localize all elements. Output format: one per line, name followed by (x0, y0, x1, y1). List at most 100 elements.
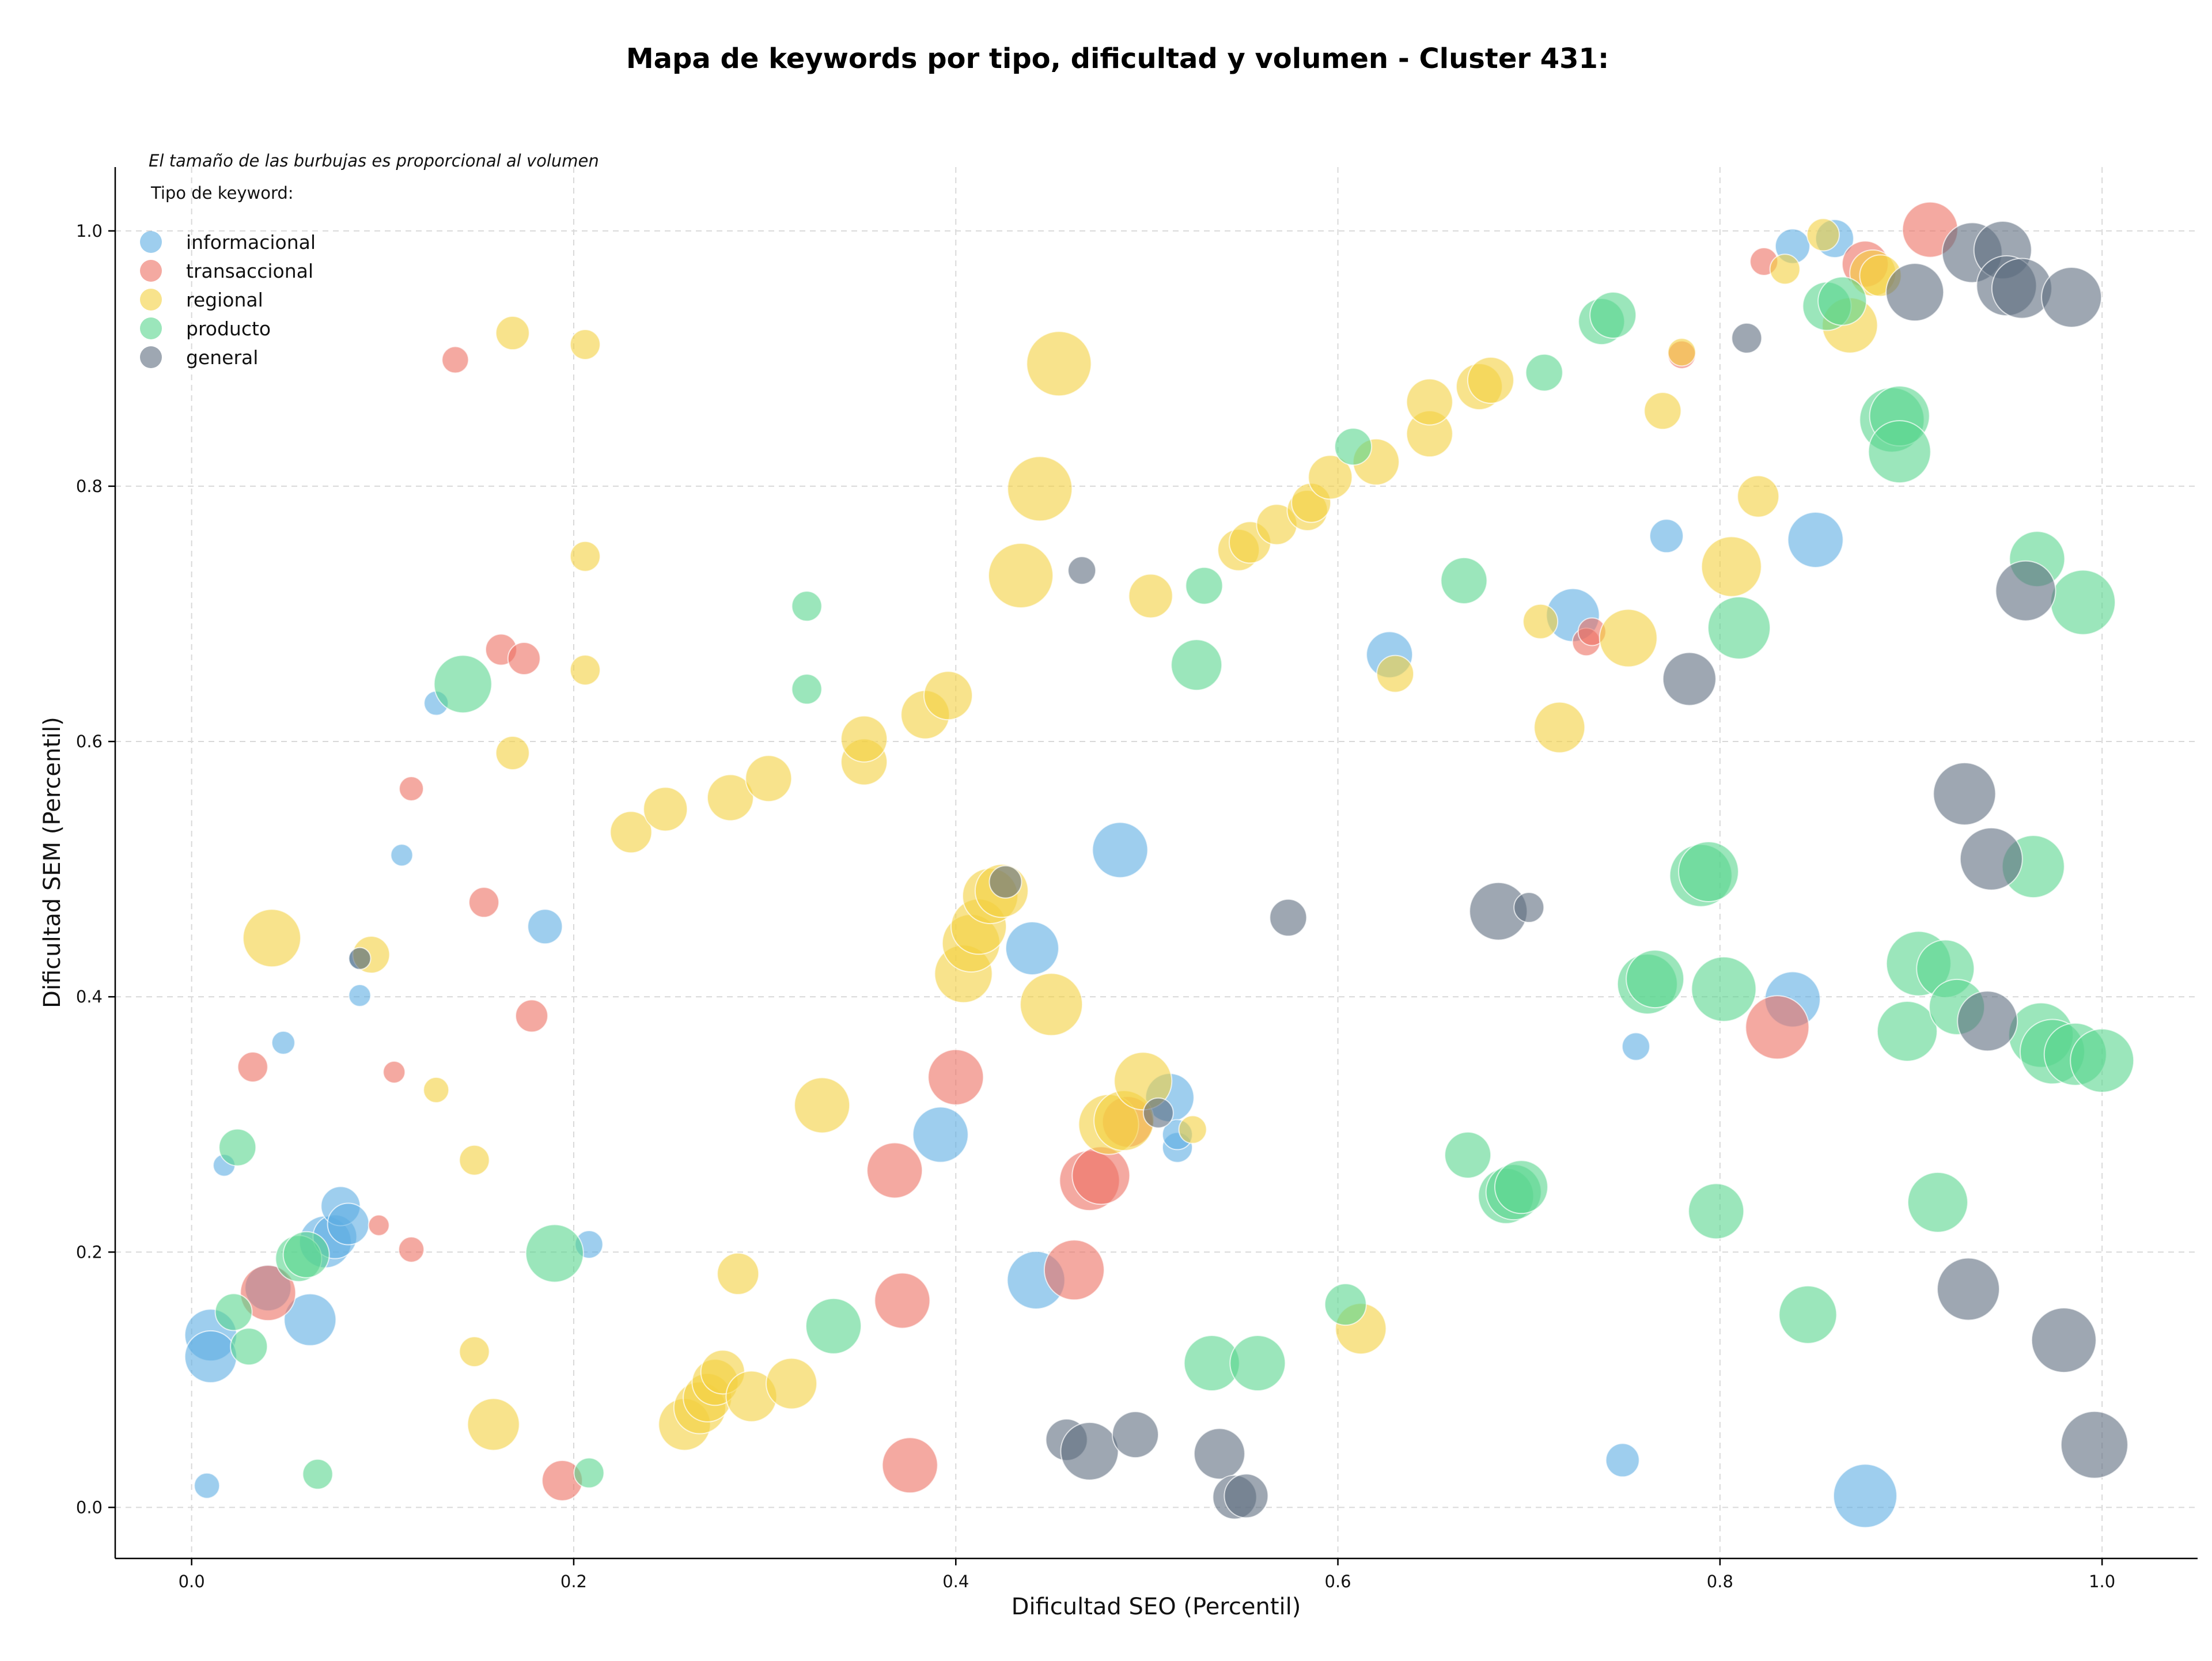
axes (114, 167, 2198, 1560)
bubble-regional (1128, 573, 1173, 619)
bubble-producto (1589, 292, 1637, 339)
legend-label: general (186, 346, 258, 369)
legend-swatch (140, 346, 162, 368)
bubble-regional (643, 786, 688, 832)
bubble-transaccional (240, 1265, 297, 1322)
bubble-regional (794, 1077, 851, 1134)
legend-item-producto: producto (140, 317, 271, 340)
bubble-regional (717, 1252, 760, 1295)
bubble-general (2031, 1307, 2097, 1374)
bubble-producto (302, 1458, 334, 1490)
bubble-regional (459, 1336, 490, 1368)
bubble-transaccional (874, 1272, 931, 1329)
bubble-general (1193, 1428, 1245, 1480)
bubble-regional (1769, 253, 1801, 285)
bubble-general (1933, 762, 1997, 826)
bubble-regional (1533, 701, 1586, 754)
bubble-regional (569, 540, 601, 572)
bubble-regional (495, 735, 530, 770)
bubble-informacional (390, 843, 414, 867)
bubble-producto (805, 1297, 862, 1354)
bubble-producto (573, 1457, 605, 1489)
legend-swatch (140, 260, 162, 282)
bubble-producto (1868, 420, 1931, 484)
bubble-regional (459, 1144, 490, 1176)
bubble-producto (433, 654, 493, 714)
bubble-transaccional (515, 999, 548, 1033)
bubble-general (1112, 1411, 1160, 1459)
bubble-regional (1599, 608, 1658, 668)
bubble-transaccional (1071, 1146, 1131, 1205)
y-tick-label: 1.0 (76, 221, 103, 241)
legend-swatch (140, 231, 162, 253)
chart-title: Mapa de keywords por tipo, dificultad y … (626, 43, 1609, 75)
bubble-informacional (1621, 1032, 1650, 1061)
legend-items: informacional transaccional regional produc… (140, 231, 316, 369)
bubble-producto (1185, 566, 1224, 605)
legend-title: Tipo de keyword: (150, 183, 294, 203)
ticks: 0.0 0.2 0.4 0.6 0.8 1.0 0.0 0.2 0.4 0.6 0.8 1.0 (76, 221, 2115, 1591)
bubble-producto (218, 1128, 257, 1167)
bubble-transaccional (1745, 995, 1810, 1060)
x-tick-label: 1.0 (2089, 1572, 2115, 1591)
bubble-general (1937, 1257, 2001, 1321)
series-regional (242, 218, 1902, 1451)
bubble-general (1731, 322, 1763, 354)
bubble-regional (1376, 654, 1415, 693)
legend-label: regional (186, 289, 263, 311)
bubble-informacional (194, 1472, 221, 1499)
bubble-regional (1020, 973, 1084, 1036)
bubble-transaccional (927, 1049, 984, 1106)
y-tick-label: 0.4 (76, 987, 103, 1007)
bubble-informacional (1005, 921, 1059, 975)
bubble-general (1662, 652, 1717, 706)
bubble-informacional (283, 1293, 337, 1346)
bubble-producto (1778, 1285, 1838, 1344)
legend-swatch (140, 289, 162, 311)
bubble-general (2041, 266, 2103, 328)
bubble-informacional (327, 1202, 370, 1246)
bubble-regional (423, 1076, 450, 1103)
x-axis-label: Dificultad SEO (Percentil) (1012, 1594, 1301, 1620)
bubble-informacional (1649, 519, 1684, 554)
bubble-regional (609, 811, 653, 854)
bubble-regional (706, 774, 754, 822)
y-tick-label: 0.8 (76, 476, 103, 496)
bubble-general (988, 865, 1022, 899)
bubble-size-note: El tamaño de las burbujas es proporciona… (149, 151, 599, 171)
y-axis-label: Dificultad SEM (Percentil) (39, 717, 66, 1008)
bubble-transaccional (368, 1214, 390, 1236)
bubble-informacional (348, 983, 372, 1007)
bubble-producto (791, 591, 823, 622)
grid (115, 167, 2198, 1558)
bubbles (184, 201, 2135, 1528)
bubble-regional (1667, 338, 1696, 367)
bubble-regional (1113, 1051, 1173, 1111)
bubble-transaccional (441, 346, 469, 374)
legend-item-regional: regional (140, 289, 263, 311)
bubble-transaccional (1043, 1239, 1105, 1301)
bubble-regional (569, 654, 601, 686)
bubble-transaccional (399, 775, 425, 801)
legend-swatch (140, 317, 162, 339)
x-tick-label: 0.6 (1325, 1572, 1351, 1591)
bubble-regional (495, 316, 530, 351)
bubble-producto (1324, 1283, 1367, 1326)
bubble-producto (230, 1327, 268, 1366)
bubble-producto (1688, 1183, 1745, 1240)
bubble-informacional (527, 909, 563, 945)
bubble-producto (1817, 276, 1868, 326)
bubble-general (1513, 892, 1545, 924)
bubble-producto (1494, 1160, 1548, 1214)
bubble-informacional (271, 1030, 296, 1055)
bubble-general (348, 947, 372, 970)
bubble-regional (745, 755, 793, 803)
bubble-general (1995, 560, 2056, 622)
bubble-general (1067, 556, 1097, 585)
bubble-general (1142, 1097, 1174, 1129)
bubble-producto (2070, 1028, 2135, 1093)
bubble-general (1959, 827, 2023, 891)
bubble-regional (569, 328, 601, 360)
bubble-producto (1907, 1171, 1968, 1233)
bubble-regional (242, 909, 301, 968)
